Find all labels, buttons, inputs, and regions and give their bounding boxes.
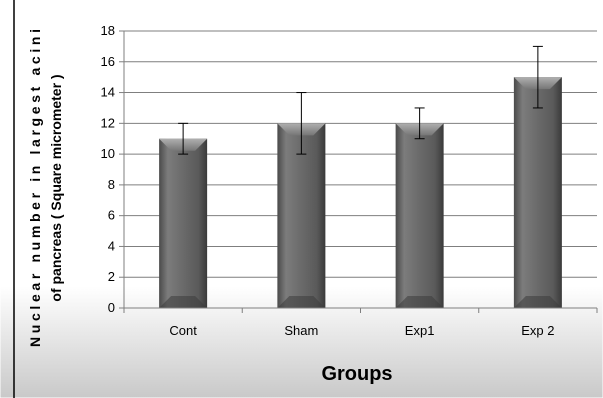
bar-exp1 [395,123,444,308]
y-tick-label: 16 [101,54,115,69]
y-tick-label: 4 [108,238,115,253]
y-tick-label: 2 [108,269,115,284]
bar-cont [159,138,208,308]
bar-body [395,123,444,308]
error-bar [414,107,425,140]
y-tick-label: 8 [108,177,115,192]
y-tick-label: 0 [108,300,115,315]
x-axis-title: Groups [321,363,392,385]
y-tick-label: 12 [101,115,115,130]
bar-body [513,77,562,309]
x-tick-label: Exp 2 [521,323,554,338]
error-bar [296,92,307,155]
error-bar [532,45,543,109]
y-tick-label: 14 [101,85,115,100]
bar-body [159,138,208,308]
bar-bottom-bevel [513,296,562,308]
bar-bottom-bevel [395,296,444,308]
x-tick-label: Cont [169,323,197,338]
error-bars [178,45,543,155]
bar-bottom-bevel [159,296,208,308]
y-axis-title-line1: Nuclear number in largest acini [27,29,43,347]
bar-exp-2 [513,77,562,309]
y-axis-title: Nuclear number in largest acini of pancr… [27,29,64,347]
y-tick-label: 10 [101,146,115,161]
y-axis-tick-labels: 0 2 4 6 8 10 12 14 16 18 [101,23,124,315]
x-tick-label: Sham [284,323,318,338]
y-axis-title-line2: of pancreas ( Square micrometer ) [48,74,64,301]
y-tick-label: 18 [101,23,115,38]
y-tick-label: 6 [108,208,115,223]
x-axis-tick-labels: Cont Sham Exp1 Exp 2 [123,308,598,338]
x-tick-label: Exp1 [405,323,435,338]
bars [159,77,562,309]
bar-bottom-bevel [277,296,326,308]
error-bar [178,122,189,155]
